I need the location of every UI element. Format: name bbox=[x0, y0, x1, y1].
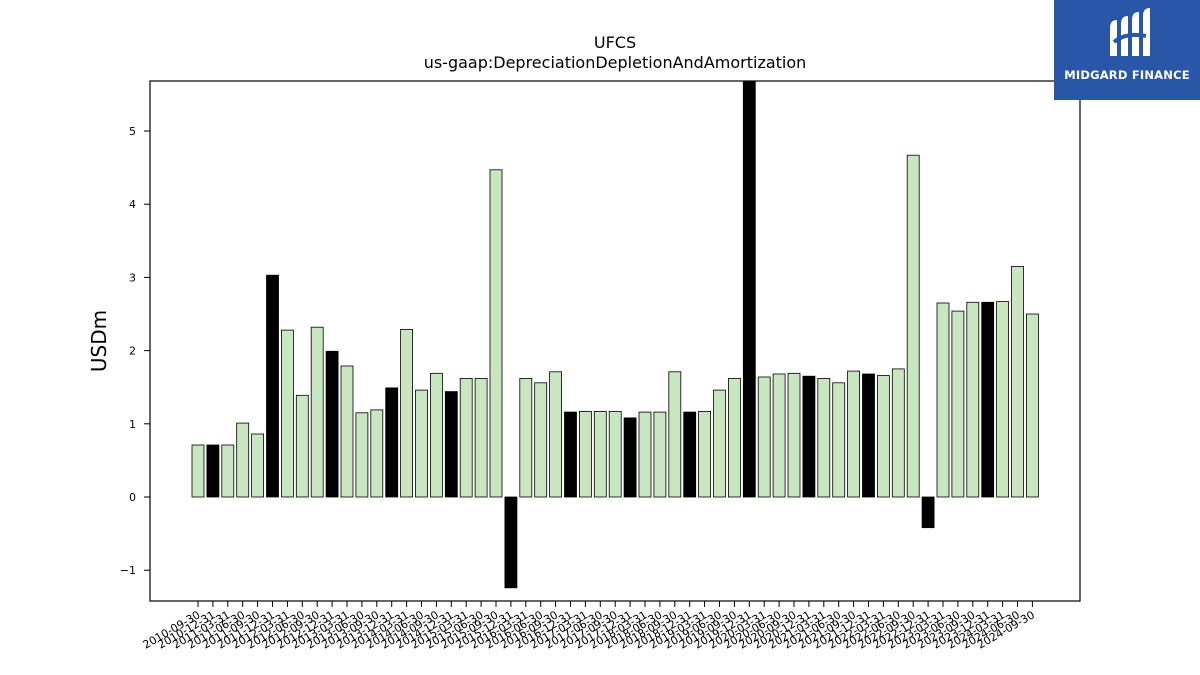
bar-2010-09-30 bbox=[191, 444, 205, 498]
brand-logo: MIDGARD FINANCE bbox=[1054, 0, 1200, 100]
y-tick-label: −1 bbox=[120, 564, 136, 577]
chart-title: UFCS bbox=[594, 33, 636, 52]
bar-2022-09-30 bbox=[906, 154, 920, 498]
bar-2019-06-30 bbox=[713, 389, 726, 498]
logo-text: MIDGARD FINANCE bbox=[1064, 68, 1190, 82]
bar-2020-09-30 bbox=[787, 372, 801, 498]
bar-2024-03-31 bbox=[996, 301, 1009, 498]
bar-2015-06-30 bbox=[474, 377, 488, 498]
bar-2018-12-31 bbox=[683, 411, 697, 498]
bar-2012-06-30 bbox=[295, 394, 309, 498]
bar-2021-12-31 bbox=[862, 373, 875, 498]
chart-subtitle: us-gaap:DepreciationDepletionAndAmortiza… bbox=[424, 53, 807, 72]
y-axis-ticks: −1 0 1 2 3 4 5 bbox=[120, 125, 150, 577]
bar-2013-06-30 bbox=[355, 412, 369, 498]
bar-2022-03-31 bbox=[877, 375, 890, 498]
bar-2014-09-30 bbox=[429, 372, 443, 498]
bar-2022-12-31 bbox=[921, 496, 935, 529]
y-tick-label: 3 bbox=[129, 271, 136, 284]
bar-2015-09-30 bbox=[489, 169, 503, 498]
bar-2020-03-31 bbox=[757, 376, 771, 498]
bar-2016-03-31 bbox=[519, 377, 533, 498]
plot-frame bbox=[149, 80, 1081, 602]
bar-2020-06-30 bbox=[772, 373, 786, 498]
bar-2018-06-30 bbox=[653, 411, 667, 498]
bar-2023-09-30 bbox=[966, 301, 980, 498]
bar-2021-09-30 bbox=[847, 370, 860, 498]
y-tick-label: 2 bbox=[129, 345, 136, 358]
bar-2013-09-30 bbox=[370, 409, 384, 498]
bar-2021-06-30 bbox=[832, 382, 846, 498]
bar-2011-09-30 bbox=[251, 433, 265, 498]
bar-2017-03-31 bbox=[579, 410, 592, 498]
bar-2018-09-30 bbox=[668, 371, 682, 498]
bar-2012-09-30 bbox=[310, 326, 324, 498]
midgard-logo-icon bbox=[1110, 8, 1150, 56]
bar-2024-06-30 bbox=[1011, 265, 1024, 498]
y-tick-label: 5 bbox=[129, 125, 136, 138]
bar-2022-06-30 bbox=[891, 368, 905, 498]
bar-2013-03-31 bbox=[340, 365, 354, 498]
bar-2010-12-31 bbox=[206, 444, 220, 498]
bar-2020-12-31 bbox=[802, 375, 816, 498]
bar-2015-03-31 bbox=[459, 377, 473, 498]
bar-2012-12-31 bbox=[325, 350, 339, 498]
bar-2023-06-30 bbox=[951, 310, 965, 498]
bar-2014-12-31 bbox=[444, 391, 458, 498]
bar-2011-03-31 bbox=[221, 444, 235, 498]
bar-2011-06-30 bbox=[236, 422, 250, 498]
bar-2015-12-31 bbox=[504, 496, 518, 589]
bar-2017-09-30 bbox=[608, 410, 622, 498]
bar-2013-12-31 bbox=[385, 387, 399, 498]
bar-2018-03-31 bbox=[638, 411, 652, 498]
bar-2014-03-31 bbox=[400, 328, 414, 498]
bar-2023-03-31 bbox=[936, 302, 950, 498]
bar-2019-12-31 bbox=[742, 80, 756, 498]
bar-2011-12-31 bbox=[266, 274, 279, 498]
y-tick-label: 0 bbox=[129, 491, 136, 504]
bars-layer bbox=[191, 80, 1039, 589]
bar-2016-06-30 bbox=[534, 382, 548, 498]
bar-2016-12-31 bbox=[564, 411, 577, 498]
bar-2012-03-31 bbox=[280, 329, 294, 498]
y-tick-label: 4 bbox=[129, 198, 136, 211]
bar-2019-03-31 bbox=[698, 410, 711, 498]
bar-2021-03-31 bbox=[817, 377, 831, 498]
y-axis-label: USDm bbox=[87, 310, 111, 372]
y-tick-label: 1 bbox=[129, 418, 136, 431]
bar-2017-06-30 bbox=[593, 410, 607, 498]
bar-2023-12-31 bbox=[981, 301, 995, 498]
bar-2019-09-30 bbox=[728, 377, 741, 498]
bar-2024-09-30 bbox=[1026, 313, 1039, 498]
bar-2014-06-30 bbox=[415, 389, 428, 498]
bar-2016-09-30 bbox=[549, 371, 562, 498]
x-axis-ticks: 2010-09-302010-12-312011-03-312011-06-30… bbox=[141, 601, 1037, 652]
bar-2017-12-31 bbox=[623, 417, 637, 498]
